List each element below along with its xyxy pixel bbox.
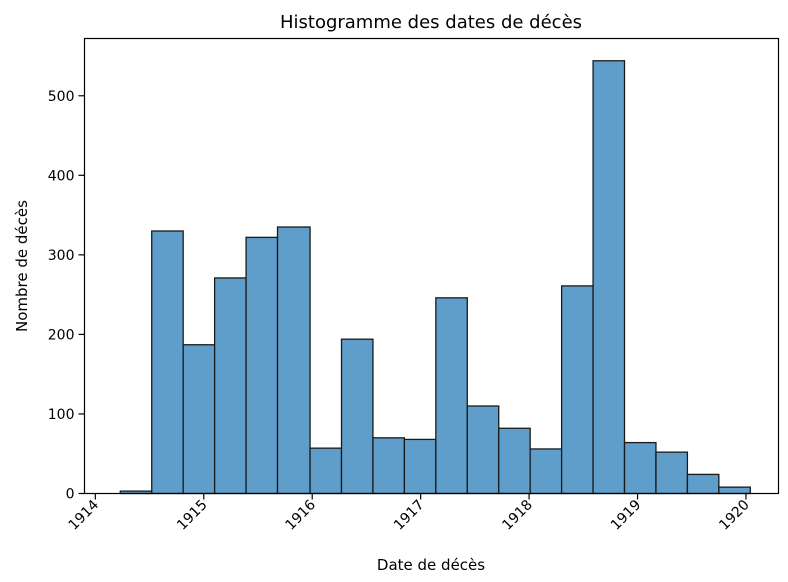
histogram-bar: [686, 473, 720, 495]
y-tick-label: 300: [48, 248, 75, 264]
x-tick-label: 1920: [716, 497, 753, 534]
histogram-bar: [592, 60, 626, 495]
histogram-bar: [182, 344, 216, 495]
y-tick-label: 500: [48, 89, 75, 105]
bars-group: [119, 60, 751, 495]
y-tick-label: 100: [48, 407, 75, 423]
histogram-bar: [372, 437, 406, 495]
x-tick-label: 1915: [174, 497, 211, 534]
x-axis: 1914 1915 1916 1917 1918 1919 1920: [66, 493, 753, 534]
histogram-bar: [151, 230, 184, 495]
histogram-bar: [560, 285, 594, 495]
x-tick-label: 1917: [391, 497, 428, 534]
x-tick-label: 1919: [608, 497, 645, 534]
y-tick-label: 400: [48, 168, 75, 184]
histogram-bar: [466, 405, 500, 495]
histogram-bar: [213, 277, 247, 495]
histogram-bar: [340, 338, 374, 495]
histogram-bar: [309, 447, 343, 495]
x-tick-label: 1916: [283, 497, 320, 534]
y-tick-label: 200: [48, 327, 75, 343]
x-axis-label: Date de décès: [377, 556, 485, 574]
histogram-bar: [498, 427, 531, 495]
x-tick-label: 1918: [499, 497, 536, 534]
plot-frame: [83, 37, 780, 495]
histogram-bar: [245, 236, 279, 495]
histogram-bar: [276, 226, 311, 495]
y-tick-label: 0: [66, 487, 75, 503]
histogram-bar: [718, 486, 751, 495]
y-axis-label: Nombre de décès: [13, 200, 31, 332]
chart-title: Histogramme des dates de décès: [280, 12, 582, 33]
histogram-bar: [623, 441, 657, 495]
y-axis: 0 100 200 300 400 500: [48, 89, 85, 503]
histogram-bar: [435, 297, 468, 495]
histogram-bar: [403, 438, 437, 495]
histogram-bar: [655, 451, 689, 495]
histogram-bar: [529, 448, 563, 495]
